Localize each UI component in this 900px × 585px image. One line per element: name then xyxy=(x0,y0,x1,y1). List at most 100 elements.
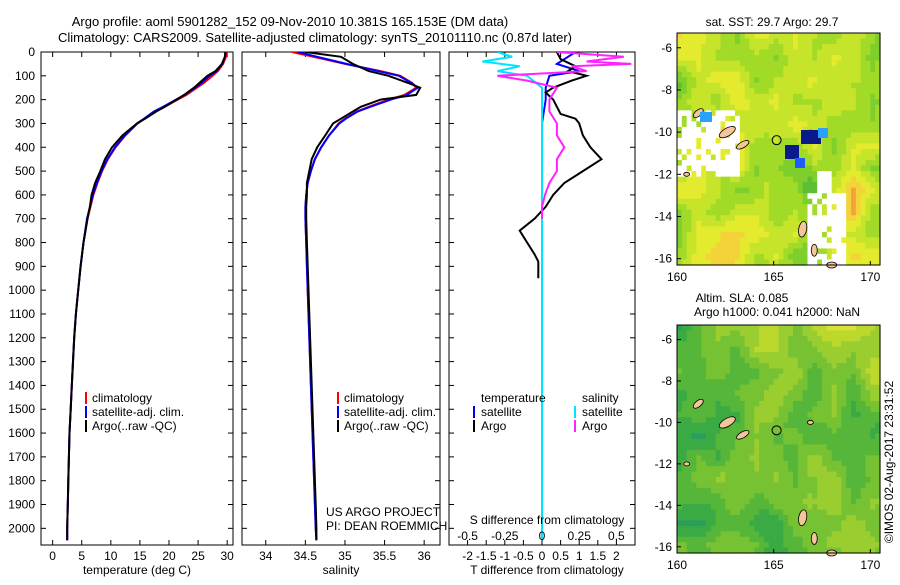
map-cell xyxy=(754,93,760,100)
map-cell xyxy=(797,357,804,364)
map-cell xyxy=(725,193,731,200)
map-cell xyxy=(691,149,697,156)
map-cell xyxy=(846,471,852,478)
map-cell xyxy=(846,209,852,216)
map-cell xyxy=(841,259,847,266)
map-cell xyxy=(701,525,707,532)
map-cell xyxy=(759,93,765,100)
map-cell xyxy=(807,482,813,489)
map-cell xyxy=(797,77,804,84)
map-cell xyxy=(764,143,770,150)
map-cell xyxy=(764,198,770,205)
map-cell xyxy=(826,160,833,167)
map-cell xyxy=(715,335,722,342)
map-cell xyxy=(826,33,833,40)
map-cell xyxy=(783,165,789,172)
map-cell xyxy=(851,482,857,489)
map-cell xyxy=(701,215,707,222)
map-cell xyxy=(802,406,809,413)
map-cell xyxy=(865,401,871,408)
map-cell xyxy=(754,455,760,462)
map-cell xyxy=(715,330,722,337)
map-cell xyxy=(681,231,688,238)
map-cell xyxy=(860,77,867,84)
map-cell xyxy=(749,504,755,511)
map-cell xyxy=(807,253,813,261)
map-cell xyxy=(836,542,842,549)
map-cell xyxy=(802,215,809,222)
map-cell xyxy=(715,325,722,332)
map-cell xyxy=(773,143,780,150)
map-cell xyxy=(754,248,760,255)
map-cell xyxy=(764,33,770,40)
map-cell xyxy=(841,520,847,527)
map-cell xyxy=(875,88,881,95)
map-cell xyxy=(797,110,804,117)
map-cell xyxy=(802,49,809,56)
map-cell xyxy=(802,259,809,266)
map-cell xyxy=(860,99,867,106)
map-cell xyxy=(851,171,857,178)
map-cell xyxy=(802,482,809,489)
map-cell xyxy=(681,66,688,73)
legend-label-satellite: satellite-adj. clim. xyxy=(92,405,184,419)
map-cell xyxy=(706,325,712,332)
map-cell xyxy=(831,482,838,489)
map-cell xyxy=(797,439,804,446)
map-cell xyxy=(701,346,707,353)
map-cell xyxy=(831,226,838,233)
map-cell xyxy=(749,171,755,178)
map-cell xyxy=(735,368,741,375)
map-cell xyxy=(710,487,717,494)
map-cell xyxy=(686,49,693,56)
map-cell xyxy=(681,395,688,402)
map-cell xyxy=(822,352,828,359)
map-cell xyxy=(720,231,726,238)
map-cell xyxy=(739,482,746,489)
map-cell xyxy=(851,66,857,73)
map-cell xyxy=(715,77,722,84)
map-cell xyxy=(749,154,755,161)
map-cell xyxy=(778,115,784,122)
map-cell xyxy=(725,460,731,467)
map-cell xyxy=(817,444,823,451)
map-cell xyxy=(826,373,833,380)
map-cell xyxy=(730,259,736,266)
map-cell xyxy=(846,401,852,408)
map-cell xyxy=(706,154,712,161)
map-cell xyxy=(730,226,736,233)
map-cell xyxy=(851,226,857,233)
map-cell xyxy=(735,253,741,261)
map-cell xyxy=(730,215,736,222)
map-cell xyxy=(696,487,702,494)
map-cell xyxy=(735,406,741,413)
map-cell xyxy=(831,417,838,424)
map-cell xyxy=(749,498,755,505)
map-cell xyxy=(735,493,741,500)
map-cell xyxy=(686,411,693,418)
map-cell xyxy=(778,325,784,332)
map-cell xyxy=(686,66,693,73)
map-cell xyxy=(720,449,726,456)
map-cell xyxy=(701,406,707,413)
map-cell xyxy=(875,536,881,543)
map-cell xyxy=(739,137,746,145)
map-cell xyxy=(730,498,736,505)
map-cell xyxy=(870,433,876,440)
map-cell xyxy=(797,82,804,89)
map-cell xyxy=(807,520,813,527)
map-cell xyxy=(831,346,838,353)
map-cell xyxy=(749,104,755,111)
map-cell xyxy=(788,368,794,375)
map-cell xyxy=(812,198,818,205)
map-cell xyxy=(788,460,794,467)
map-cell xyxy=(720,55,726,62)
map-cell xyxy=(807,379,813,386)
map-cell xyxy=(822,149,828,156)
map-cell xyxy=(677,143,683,150)
map-cell xyxy=(788,536,794,543)
map-cell xyxy=(720,253,726,261)
map-cell xyxy=(793,88,799,95)
map-cell xyxy=(846,38,852,45)
map-cell xyxy=(788,60,794,67)
